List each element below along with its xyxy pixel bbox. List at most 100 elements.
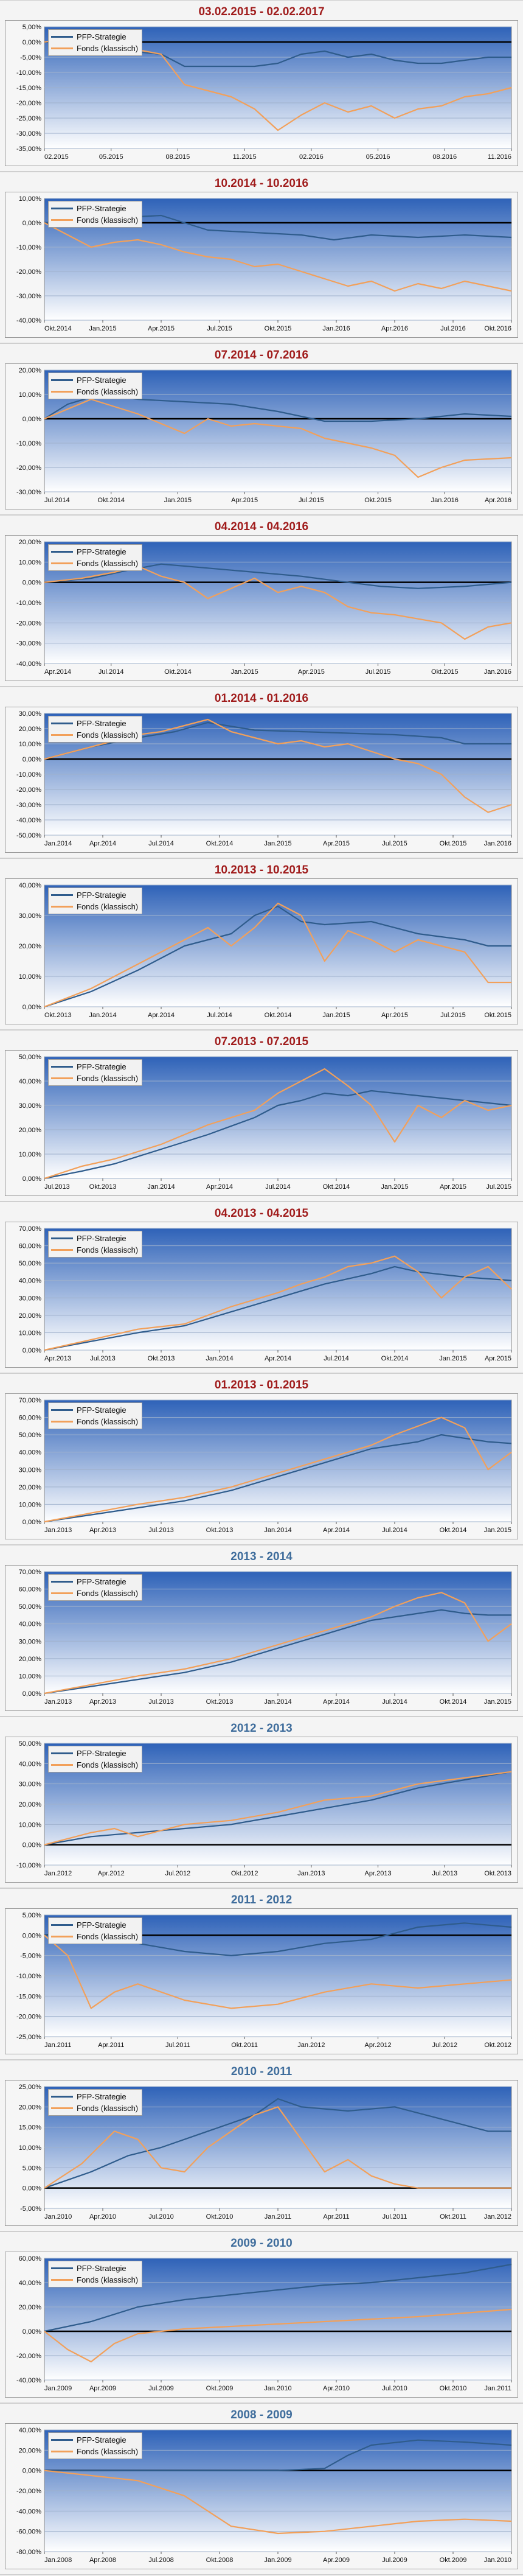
x-tick-label: Jan.2012 — [484, 2213, 511, 2221]
legend-item: Fonds (klassisch) — [51, 2102, 138, 2114]
legend-label: PFP-Strategie — [77, 1234, 126, 1243]
legend-swatch — [51, 1936, 73, 1937]
x-tick-label: Okt.2013 — [206, 1698, 234, 1706]
legend-swatch — [51, 1249, 73, 1251]
x-tick-label: Okt.2011 — [231, 2042, 258, 2049]
chart-panel: 2008 - 2009 40,00% 20,00% 0,00% -20,00% -40,0… — [0, 2403, 523, 2575]
series-line-pfp-strategie — [44, 1771, 512, 1846]
chart-panel: 10.2014 - 10.2016 10,00% 0,00% -10,00% -20,0… — [0, 172, 523, 343]
x-tick-label: Apr.2014 — [323, 1527, 350, 1534]
y-tick-label: 30,00% — [19, 710, 42, 718]
legend-label: Fonds (klassisch) — [77, 2104, 139, 2113]
legend-swatch — [51, 391, 73, 393]
legend-swatch — [51, 1764, 73, 1766]
y-tick-label: -10,00% — [16, 244, 41, 251]
chart-panel: 10.2013 - 10.2015 40,00% 30,00% 20,00% 10,00… — [0, 858, 523, 1030]
legend-item: PFP-Strategie — [51, 1061, 138, 1073]
x-tick-label: Jul.2014 — [265, 1183, 291, 1191]
legend-swatch — [51, 2096, 73, 2098]
x-tick-label: Jan.2013 — [44, 1527, 72, 1534]
x-tick-label: Okt.2014 — [440, 1527, 467, 1534]
series-line-fonds-klassisch — [44, 2308, 512, 2363]
x-tick-label: 02.2016 — [299, 153, 324, 161]
x-tick-label: Okt.2014 — [265, 1012, 292, 1019]
x-tick-label: Jul.2015 — [486, 1183, 511, 1191]
x-tick-label: Okt.2015 — [265, 325, 292, 332]
x-tick-label: Jan.2010 — [484, 2557, 511, 2564]
x-tick-label: Apr.2012 — [98, 1870, 125, 1877]
chart-frame: 20,00% 10,00% 0,00% -10,00% -20,00% -30,00% Ju… — [5, 363, 518, 509]
y-tick-label: 40,00% — [19, 1621, 42, 1628]
x-tick-label: Jan.2015 — [264, 840, 291, 847]
x-tick-label: Okt.2013 — [206, 1527, 234, 1534]
chart-title: 04.2014 - 04.2016 — [214, 520, 309, 533]
y-tick-label: 20,00% — [19, 726, 42, 733]
x-tick-label: Apr.2011 — [323, 2213, 349, 2221]
y-tick-label: -20,00% — [16, 464, 41, 472]
chart-frame: 60,00% 40,00% 20,00% 0,00% -20,00% -40,00% Jan… — [5, 2252, 518, 2398]
legend-swatch — [51, 2451, 73, 2452]
x-tick-label: Jul.2012 — [432, 2042, 457, 2049]
chart-legend: PFP-Strategie Fonds (klassisch) — [48, 1059, 143, 1086]
legend-swatch — [51, 2279, 73, 2281]
x-tick-label: Okt.2013 — [484, 1870, 511, 1877]
y-tick-label: 20,00% — [19, 1312, 42, 1320]
x-tick-label: Jan.2010 — [44, 2213, 72, 2221]
chart-title: 07.2013 - 07.2015 — [214, 1035, 309, 1048]
y-tick-label: -25,00% — [16, 115, 41, 122]
chart-panel: 2010 - 2011 25,00% 20,00% 15,00% 10,00% 5,00%… — [0, 2060, 523, 2231]
legend-label: PFP-Strategie — [77, 1405, 126, 1415]
chart-frame: 50,00% 40,00% 30,00% 20,00% 10,00% 0,00% Jul.2… — [5, 1050, 518, 1196]
legend-label: PFP-Strategie — [77, 2435, 126, 2445]
legend-item: Fonds (klassisch) — [51, 43, 138, 54]
legend-swatch — [51, 1066, 73, 1068]
legend-label: Fonds (klassisch) — [77, 902, 139, 911]
x-tick-label: Jul.2015 — [299, 497, 324, 504]
x-tick-label: Apr.2014 — [323, 1698, 350, 1706]
legend-label: Fonds (klassisch) — [77, 387, 139, 396]
legend-item: Fonds (klassisch) — [51, 1931, 138, 1942]
legend-label: PFP-Strategie — [77, 1920, 126, 1930]
y-tick-label: -5,00% — [20, 1953, 41, 1960]
x-tick-label: Jan.2014 — [264, 1527, 291, 1534]
y-tick-label: 30,00% — [19, 1102, 42, 1110]
chart-legend: PFP-Strategie Fonds (klassisch) — [48, 887, 143, 914]
x-tick-label: Jul.2010 — [148, 2213, 174, 2221]
legend-label: Fonds (klassisch) — [77, 1417, 139, 1426]
x-tick-label: Okt.2014 — [323, 1183, 350, 1191]
x-tick-label: Jan.2008 — [44, 2557, 72, 2564]
legend-item: Fonds (klassisch) — [51, 1587, 138, 1599]
x-tick-label: 11.2015 — [233, 153, 257, 161]
x-tick-label: Jan.2016 — [322, 325, 350, 332]
chart-panel: 01.2014 - 01.2016 30,00% 20,00% 10,00% 0,00%… — [0, 687, 523, 858]
legend-label: Fonds (klassisch) — [77, 2275, 139, 2284]
series-line-fonds-klassisch — [44, 1068, 512, 1180]
y-tick-label: 0,00% — [23, 220, 41, 227]
x-tick-label: Jul.2013 — [44, 1183, 70, 1191]
x-tick-label: 05.2016 — [366, 153, 390, 161]
x-tick-label: Okt.2013 — [148, 1355, 175, 1362]
x-tick-label: Okt.2015 — [364, 497, 392, 504]
series-line-fonds-klassisch — [44, 1771, 512, 1846]
y-tick-label: 60,00% — [19, 2255, 42, 2263]
y-tick-label: 50,00% — [19, 1740, 42, 1748]
x-tick-label: Apr.2015 — [323, 840, 350, 847]
y-tick-label: 0,00% — [23, 1347, 41, 1354]
y-tick-label: 30,00% — [19, 1295, 42, 1302]
y-tick-label: -20,00% — [16, 2353, 41, 2360]
y-tick-label: -80,00% — [16, 2549, 41, 2556]
x-tick-label: 08.2015 — [166, 153, 190, 161]
chart-legend: PFP-Strategie Fonds (klassisch) — [48, 716, 143, 743]
legend-swatch — [51, 36, 73, 38]
y-tick-label: 70,00% — [19, 1569, 42, 1576]
series-line-pfp-strategie — [44, 2263, 512, 2333]
chart-panel: 07.2013 - 07.2015 50,00% 40,00% 30,00% 20,00… — [0, 1030, 523, 1202]
x-tick-label: Jul.2009 — [382, 2557, 407, 2564]
chart-panel: 04.2013 - 04.2015 70,00% 60,00% 50,00% 40,00… — [0, 1202, 523, 1373]
y-tick-label: 20,00% — [19, 2104, 42, 2111]
y-tick-label: 20,00% — [19, 539, 42, 546]
x-tick-label: Jul.2008 — [148, 2557, 174, 2564]
y-tick-label: -25,00% — [16, 2034, 41, 2041]
series-line-fonds-klassisch — [44, 398, 512, 478]
